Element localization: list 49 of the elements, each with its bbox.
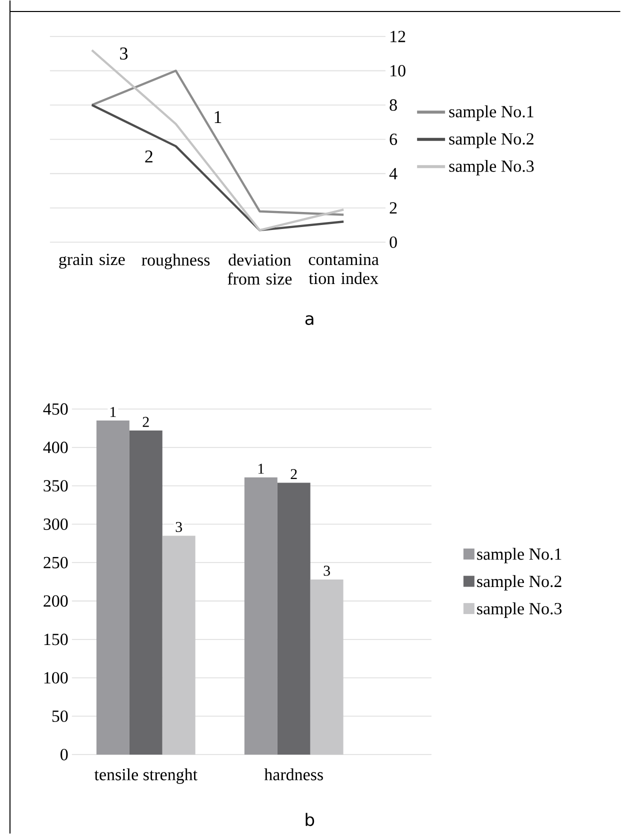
annotation: 3	[176, 522, 182, 532]
x-tick-label: grain size	[59, 254, 125, 269]
line-series	[90, 70, 345, 216]
annotation: 1	[214, 111, 222, 123]
x-tick-label: tensile strenght	[94, 768, 198, 784]
bar	[244, 477, 278, 755]
y-tick-label: 150	[44, 634, 68, 646]
x-tick-label: contamina tion index	[308, 254, 379, 284]
legend-label: sample No.3	[477, 602, 562, 618]
x-tick-label: roughness	[142, 254, 210, 270]
bar	[310, 580, 344, 755]
y-tick-label: 250	[44, 556, 68, 568]
bar	[278, 482, 310, 755]
x-tick-label: deviation from size	[228, 254, 292, 285]
legend-label: sample No.2	[477, 575, 562, 591]
legend-label: sample No.2	[449, 132, 534, 148]
annotation: 3	[324, 566, 330, 576]
legend-label: sample No.1	[477, 548, 562, 564]
annotation: 1	[258, 464, 264, 474]
y-tick-label: 2	[390, 202, 397, 214]
text: b	[306, 812, 314, 826]
annotation: 2	[145, 150, 153, 162]
line-series	[90, 49, 345, 232]
legend-label: sample No.1	[449, 105, 534, 121]
y-tick-label: 4	[390, 168, 398, 180]
y-tick-label: 12	[390, 30, 406, 42]
annotation: 2	[290, 469, 297, 480]
annotation: 2	[142, 416, 149, 427]
y-tick-label: 10	[390, 65, 406, 76]
y-tick-label: 0	[390, 236, 398, 248]
y-tick-label: 400	[43, 442, 68, 454]
y-tick-label: 200	[44, 595, 68, 607]
y-tick-label: 50	[52, 710, 68, 722]
annotation: 1	[110, 406, 116, 417]
y-tick-label: 8	[390, 99, 398, 111]
y-tick-label: 300	[44, 518, 68, 530]
y-tick-label: 350	[44, 480, 68, 492]
bar	[130, 430, 163, 755]
y-tick-label: 100	[44, 672, 68, 684]
x-tick-label: hardness	[264, 768, 324, 780]
y-tick-label: 6	[390, 134, 398, 146]
y-tick-label: 450	[43, 403, 68, 415]
line-series	[90, 104, 345, 232]
y-tick-label: 0	[60, 748, 68, 760]
bar	[162, 536, 196, 755]
legend-label: sample No.3	[449, 160, 534, 176]
text: a	[306, 315, 314, 325]
annotation: 3	[120, 48, 128, 60]
bar	[96, 420, 130, 755]
